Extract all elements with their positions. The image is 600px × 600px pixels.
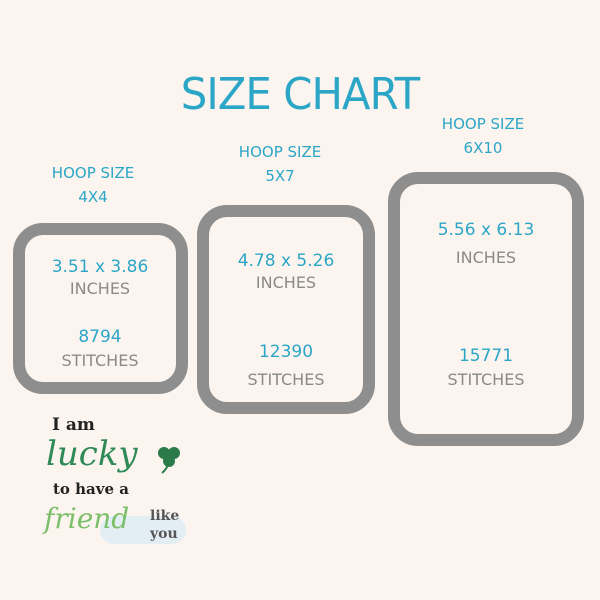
design-text: you (150, 526, 178, 542)
hoop-label-5x7: HOOP SIZE 5X7 (220, 140, 340, 188)
hoop-size-label: HOOP SIZE (238, 143, 322, 161)
stitches-5x7: 12390 (258, 342, 314, 362)
hoop-size-value: 4X4 (78, 188, 108, 206)
cloud-decoration (100, 516, 186, 544)
hoop-size-label: HOOP SIZE (51, 164, 135, 182)
inches-label: INCHES (455, 248, 517, 267)
hoop-label-4x4: HOOP SIZE 4X4 (33, 161, 153, 209)
stitches-label: STITCHES (247, 370, 325, 389)
hoop-size-label: HOOP SIZE (441, 115, 525, 133)
hoop-frame-4x4 (13, 223, 188, 394)
design-text: I am (52, 415, 95, 435)
design-text: friend (44, 502, 130, 535)
shamrock-icon (158, 447, 180, 474)
hoop-label-6x10: HOOP SIZE 6X10 (423, 112, 543, 160)
dimensions-4x4: 3.51 x 3.86 (51, 257, 149, 277)
design-text: lucky (46, 434, 138, 474)
design-text: like (150, 508, 180, 524)
hoop-size-value: 6X10 (463, 139, 503, 157)
dimensions-5x7: 4.78 x 5.26 (237, 251, 335, 271)
hoop-frame-5x7 (197, 205, 375, 414)
page-title: SIZE CHART (180, 69, 420, 120)
inches-label: INCHES (69, 279, 131, 298)
design-text: to have a (53, 480, 129, 498)
hoop-size-value: 5X7 (265, 167, 295, 185)
embroidery-design-preview: I am lucky to have a friend like you (20, 410, 190, 550)
stitches-label: STITCHES (447, 370, 525, 389)
stitches-6x10: 15771 (458, 346, 514, 366)
inches-label: INCHES (255, 273, 317, 292)
hoop-frame-6x10 (388, 172, 584, 446)
stitches-label: STITCHES (61, 351, 139, 370)
stitches-4x4: 8794 (78, 327, 122, 347)
dimensions-6x10: 5.56 x 6.13 (437, 220, 535, 240)
